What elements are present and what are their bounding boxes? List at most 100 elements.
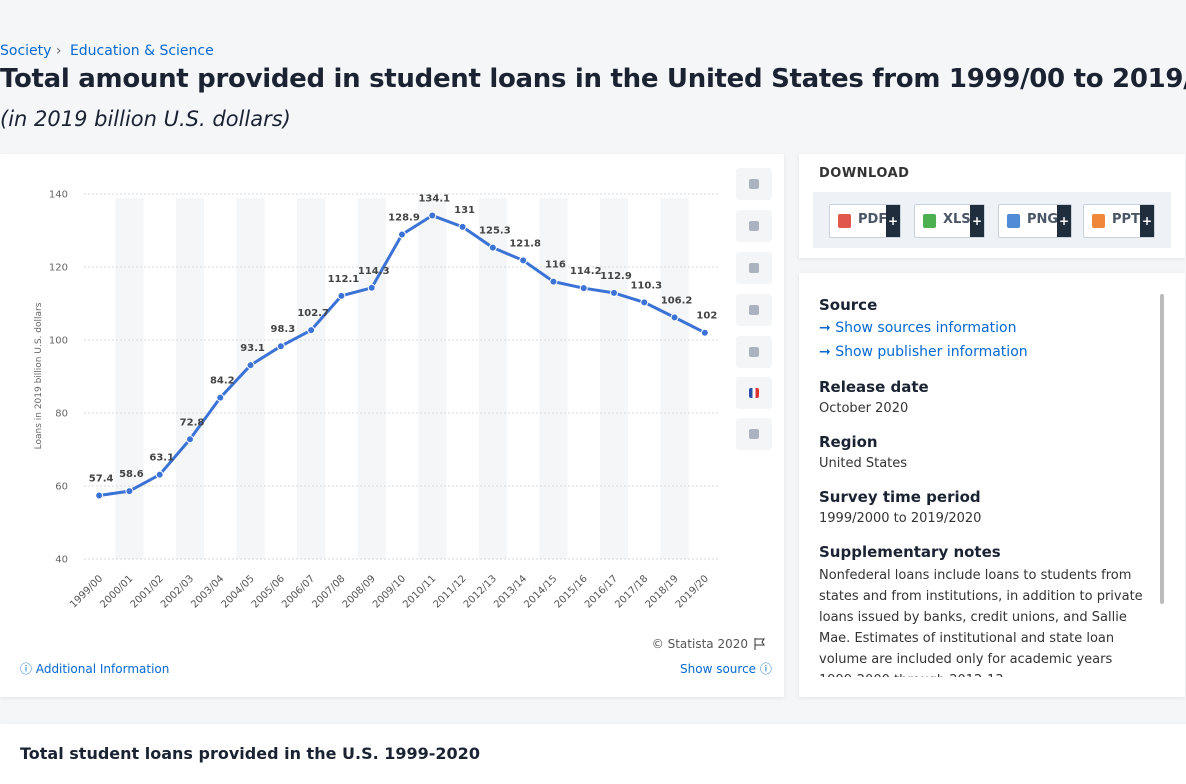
period-label: Survey time period [819,488,981,506]
page-body: Society › Education & Science Total amou… [0,43,1186,784]
breadcrumb-link[interactable]: Society [0,43,52,59]
cite-button[interactable] [736,336,772,368]
scrollbar [1160,294,1164,604]
data-label: 112.9 [600,271,632,282]
data-label: 116 [545,260,566,271]
data-label: 84.2 [210,376,235,387]
page-subtitle: (in 2019 billion U.S. dollars) [0,107,291,131]
data-label: 102 [696,311,717,322]
data-point [216,393,225,402]
link-text: Show sources information [835,320,1017,336]
additional-info-link[interactable]: ⓘ Additional Information [20,662,170,676]
download-card: DOWNLOAD PDF + XLS + PNG + PPT + [799,154,1185,258]
credit: © Statista 2020 [652,637,748,651]
download-xls[interactable]: XLS + [914,204,985,238]
data-point [337,291,346,300]
source-label: Source [819,296,878,314]
info-card: Source ➞ Show sources information ➞ Show… [799,273,1185,697]
page-title: Total amount provided in student loans i… [0,64,1186,94]
plus: + [886,205,900,237]
category-band [357,198,386,559]
category-band [115,198,144,559]
y-axis-title: Loans in 2019 billion U.S. dollars [34,302,44,449]
plus: + [1140,205,1154,237]
data-point [246,361,255,370]
button-label: PPT [1112,212,1140,227]
data-label: 128.9 [388,213,420,224]
data-label: 72.8 [180,417,205,428]
download-title: DOWNLOAD [819,166,910,181]
data-point [488,243,497,252]
data-label: 114.2 [570,266,602,277]
data-point [125,487,134,496]
breadcrumb: Society › Education & Science [0,43,214,59]
show-source-link[interactable]: Show source ⓘ [680,662,772,676]
data-label: 58.6 [119,469,144,480]
y-tick-label: 40 [55,555,68,566]
page: {"breadcrumb": ["Society", "Education & … [0,43,1186,784]
data-label: 110.3 [630,280,662,291]
notes-value: Nonfederal loans include loans to studen… [819,568,1143,677]
data-point [519,256,528,265]
category-band [297,198,326,559]
y-tick-label: 140 [49,190,68,201]
category-band [660,198,689,559]
data-point [700,328,709,337]
sources-link[interactable]: ➞ Show sources information [819,320,1017,336]
button-label: PNG [1027,212,1059,227]
next-heading: Total student loans provided in the U.S.… [20,744,480,763]
x-tick-label: 2019/20 [674,573,711,610]
data-label: 121.8 [509,238,541,249]
data-point [458,222,467,231]
data-point [367,283,376,292]
category-band [599,198,629,559]
publisher-link[interactable]: ➞ Show publisher information [819,344,1028,360]
data-label: 63.1 [149,453,174,464]
additional-info-text: Additional Information [35,662,170,676]
favorite-button[interactable] [736,168,772,200]
share-button[interactable] [736,294,772,326]
y-tick-label: 120 [49,263,68,274]
show-source-text: Show source [680,662,757,676]
data-label: 102.7 [297,308,329,319]
release-value: October 2020 [819,401,909,416]
data-point [155,470,164,479]
data-point [428,211,437,220]
y-tick-label: 100 [49,336,68,347]
language-button[interactable] [736,377,772,409]
link-text: Show publisher information [835,344,1028,360]
data-point [398,230,406,239]
settings-button[interactable] [736,252,772,284]
category-band [478,198,507,559]
print-button[interactable] [736,418,772,450]
alert-button[interactable] [736,210,772,242]
region-value: United States [819,456,908,471]
data-point [579,284,588,293]
category-band [236,198,265,559]
button-label: XLS [943,212,971,227]
data-label: 134.1 [418,194,450,205]
data-point [549,277,558,286]
category-band [418,198,447,559]
breadcrumb-link[interactable]: Education & Science [69,43,214,59]
data-point [610,288,618,297]
chart: Loans in 2019 billion U.S. dollars © Sta… [34,190,765,651]
data-point [186,435,194,444]
chart-card: Loans in 2019 billion U.S. dollars © Sta… [0,154,784,697]
y-tick-label: 80 [55,409,68,420]
data-label: 125.3 [479,226,511,237]
plus: + [970,205,984,237]
download-png[interactable]: PNG + [998,204,1072,238]
data-label: 106.2 [661,295,693,306]
data-label: 131 [454,205,475,216]
flag-icon [754,638,765,650]
data-label: 57.4 [89,473,114,484]
download-pdf[interactable]: PDF + [829,204,901,238]
period-value: 1999/2000 to 2019/2020 [819,511,982,526]
download-ppt[interactable]: PPT + [1083,204,1155,238]
y-tick-label: 60 [55,482,68,493]
region-label: Region [819,433,878,451]
release-label: Release date [819,378,929,396]
data-label: 98.3 [271,324,296,335]
data-point [640,298,649,307]
